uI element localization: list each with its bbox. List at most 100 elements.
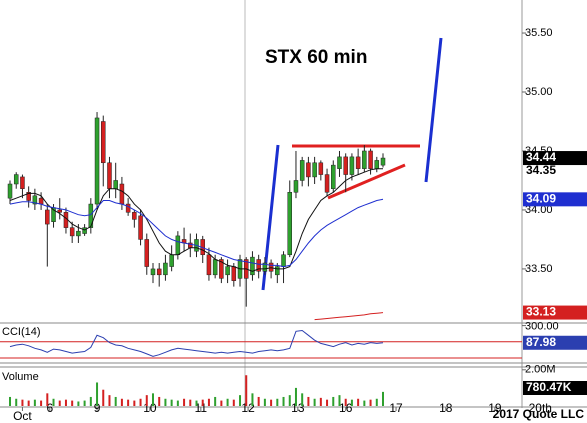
volume-bar — [307, 396, 310, 406]
candle-body — [368, 150, 373, 169]
volume-bar — [276, 398, 279, 406]
candle-body — [380, 157, 386, 166]
candle-body — [113, 180, 118, 189]
candle-body — [231, 266, 237, 281]
volume-bar — [338, 395, 341, 406]
candle-body — [299, 160, 305, 181]
volume-title: Volume — [2, 371, 39, 383]
volume-bar — [220, 400, 223, 406]
candle-body — [150, 268, 156, 276]
volume-bar — [189, 399, 192, 406]
volume-bar — [127, 399, 130, 406]
volume-bar — [15, 398, 18, 406]
volume-bar — [89, 396, 92, 406]
candle-body — [76, 230, 81, 237]
volume-bar — [120, 398, 123, 406]
y-tick-label: 33.50 — [525, 263, 553, 275]
candle-body — [268, 262, 274, 272]
candle-body — [275, 266, 280, 276]
x-tick-label: 11 — [195, 401, 208, 415]
volume-bar — [319, 397, 322, 406]
volume-bar — [201, 399, 204, 406]
chart-title: STX 60 min — [265, 47, 367, 68]
volume-bar — [40, 400, 43, 406]
volume-bar — [375, 398, 378, 406]
candle-body — [175, 235, 181, 256]
volume-bar — [294, 387, 297, 406]
candle-body — [318, 162, 324, 175]
volume-bar — [245, 375, 248, 406]
volume-bar — [344, 398, 347, 406]
volume-last-label: 780.47K — [526, 380, 572, 394]
volume-bar — [251, 393, 254, 406]
x-tick-label: 18 — [439, 401, 453, 415]
volume-tick-label: 2.00M — [525, 364, 556, 376]
last-price-label-box — [523, 151, 587, 166]
volume-bar — [158, 396, 161, 406]
candle-body — [57, 209, 62, 213]
copyright: 2017 Quote LLC — [493, 407, 585, 421]
candle-body — [26, 192, 31, 201]
x-tick-label: 16 — [339, 401, 353, 415]
volume-last-box — [523, 381, 587, 395]
volume-bar — [176, 400, 179, 406]
ma-last-label: 34.09 — [526, 192, 556, 206]
volume-bar — [239, 395, 242, 406]
candle-body — [125, 203, 131, 213]
candle-body — [281, 254, 286, 267]
volume-bar — [282, 396, 285, 406]
volume-bar — [214, 396, 217, 406]
volume-bar — [27, 400, 30, 406]
candle-body — [20, 176, 25, 189]
volume-bar — [332, 396, 335, 406]
candle-body — [82, 227, 87, 234]
volume-bar — [226, 398, 229, 406]
volume-bar — [363, 400, 366, 406]
candle-body — [262, 262, 268, 272]
volume-bar — [263, 398, 266, 406]
ma-last-label: 34.35 — [526, 163, 556, 177]
ma-last-label: 33.13 — [526, 305, 556, 319]
candle-body — [293, 180, 299, 193]
volume-bar — [33, 399, 36, 406]
candle-body — [250, 256, 255, 276]
volume-bar — [58, 400, 61, 406]
candle-body — [88, 203, 94, 228]
volume-bar — [96, 382, 99, 406]
candle-body — [337, 156, 342, 169]
candle-body — [32, 195, 38, 205]
x-tick-label: 10 — [143, 401, 157, 415]
x-tick-label: Oct — [13, 409, 32, 423]
moving-average — [314, 312, 384, 321]
candle-body — [324, 174, 330, 193]
candle-body — [13, 174, 19, 185]
cci-line — [9, 329, 384, 357]
volume-bar — [77, 401, 80, 406]
volume-bar — [64, 399, 67, 406]
volume-bar — [102, 389, 105, 406]
candle-body — [7, 183, 13, 199]
volume-bar — [207, 398, 210, 406]
cci-tick-label: 300.00 — [525, 321, 559, 333]
volume-bar — [183, 398, 186, 406]
candle-body — [256, 259, 261, 272]
candle-body — [331, 164, 336, 189]
volume-bar — [257, 396, 260, 406]
volume-bar — [164, 398, 167, 406]
candle-body — [101, 121, 106, 164]
volume-bar — [301, 393, 304, 406]
volume-bar — [21, 399, 24, 406]
volume-bar — [326, 399, 329, 406]
volume-bar — [350, 399, 353, 406]
candle-body — [362, 150, 367, 169]
y-tick-label: 34.00 — [525, 204, 553, 216]
candle-body — [287, 192, 293, 256]
ma-last-label-box — [523, 305, 587, 320]
candle-body — [45, 209, 50, 225]
volume-bar — [133, 400, 136, 406]
cci-title: CCI(14) — [2, 326, 41, 338]
candle-body — [374, 160, 380, 169]
volume-bar — [71, 400, 74, 406]
candle-body — [355, 156, 361, 169]
